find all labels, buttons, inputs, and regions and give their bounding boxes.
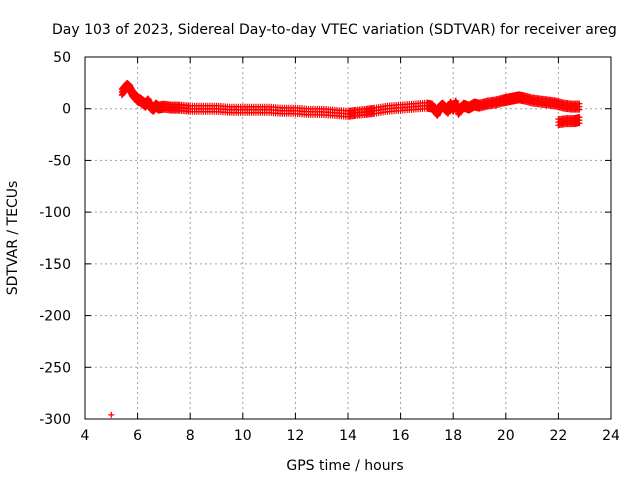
y-tick-label: -100 (39, 205, 71, 221)
x-axis-label: GPS time / hours (286, 458, 403, 474)
data-points (108, 79, 583, 418)
x-tick-label: 22 (549, 428, 567, 444)
axis-ticks: 4 6 8 10 12 14 16 18 20 22 24 50 0 -50 -100 -150 -200 -25… (39, 50, 620, 444)
y-tick-label: 0 (62, 102, 71, 118)
x-tick-label: 4 (81, 428, 90, 444)
x-tick-label: 8 (186, 428, 195, 444)
y-tick-label: -200 (39, 309, 71, 325)
y-tick-label: -50 (48, 153, 71, 169)
y-tick-label: 50 (53, 50, 71, 66)
x-tick-label: 14 (339, 428, 357, 444)
x-tick-label: 6 (133, 428, 142, 444)
y-tick-label: -300 (39, 412, 71, 428)
y-axis-label: SDTVAR / TECUs (5, 181, 21, 296)
chart-title: Day 103 of 2023, Sidereal Day-to-day VTE… (52, 22, 617, 38)
x-tick-label: 16 (392, 428, 410, 444)
data-point (576, 106, 583, 113)
y-tick-label: -250 (39, 360, 71, 376)
data-point (108, 411, 115, 418)
x-tick-label: 20 (497, 428, 515, 444)
x-tick-label: 18 (444, 428, 462, 444)
y-tick-label: -150 (39, 257, 71, 273)
x-tick-label: 12 (286, 428, 304, 444)
x-tick-label: 24 (602, 428, 620, 444)
x-tick-label: 10 (234, 428, 252, 444)
data-point (576, 120, 583, 127)
